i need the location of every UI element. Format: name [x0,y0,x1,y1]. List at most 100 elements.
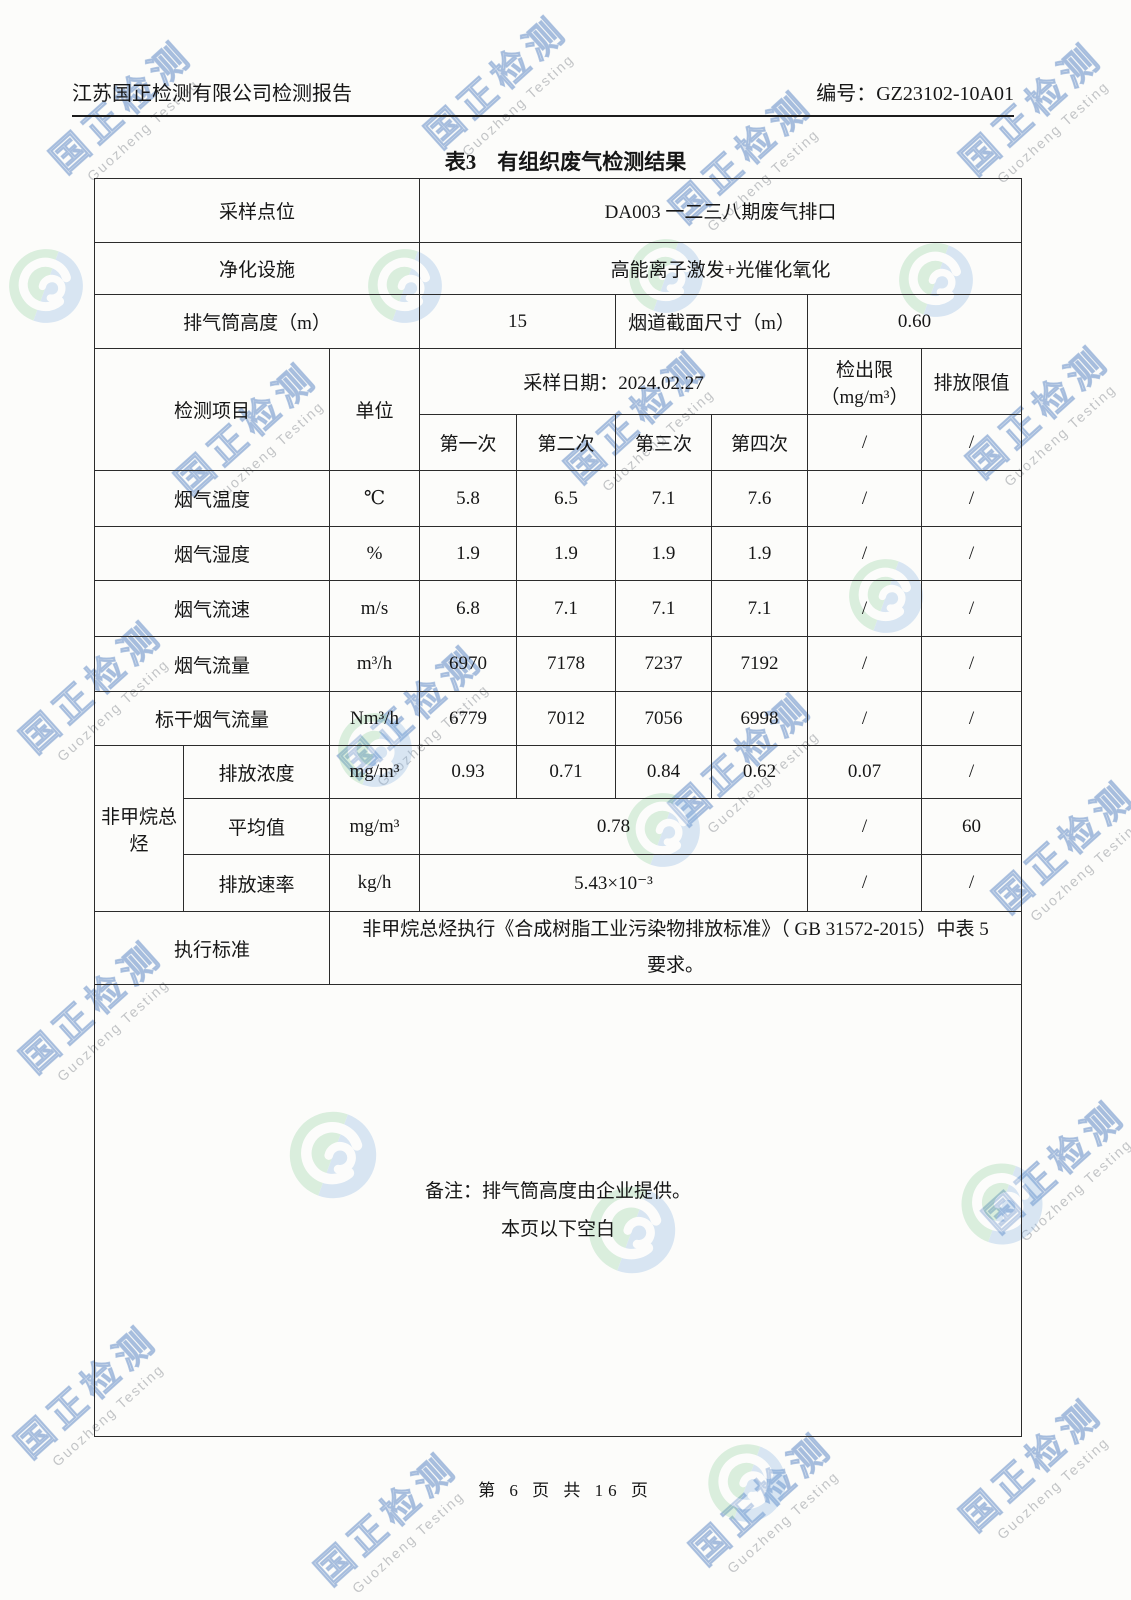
table-row-flow: 烟气流量 m³/h 6970 7178 7237 7192 / / [94,636,1022,692]
detection-limit-cell: / [807,691,922,746]
merged-value-cell: 0.78 [419,798,808,855]
sampling-point-label-cell: 采样点位 [94,178,420,243]
row-unit-cell: m/s [329,580,420,637]
emission-limit-cell: / [921,691,1022,746]
detection-limit-cell: / [807,854,922,912]
sub-label-cell: 排放浓度 [183,745,330,799]
emission-limit-cell: / [921,470,1022,527]
standard-text-cell: 非甲烷总烃执行《合成树脂工业污染物排放标准》（ GB 31572-2015）中表… [329,911,1022,985]
table-row-notes: 备注：排气筒高度由企业提供。 本页以下空白 [94,984,1022,1437]
emission-limit-cell: / [921,745,1022,799]
row-label-cell: 标干烟气流量 [94,691,330,746]
row-unit-cell: m³/h [329,636,420,692]
value-cell: 6.8 [419,580,517,637]
detection-limit-cell: / [807,580,922,637]
purification-value-cell: 高能离子激发+光催化氧化 [419,242,1022,295]
page-number: 第 6 页 共 16 页 [478,1481,653,1500]
emission-limit-cell: / [921,526,1022,581]
sampling-date-cell: 采样日期：2024.02.27 [419,348,808,415]
detection-limit-cell: / [807,526,922,581]
row-unit-cell: kg/h [329,854,420,912]
detection-limit-slash-cell: / [807,414,922,471]
value-cell: 6998 [711,691,808,746]
table-row-standard: 执行标准 非甲烷总烃执行《合成树脂工业污染物排放标准》（ GB 31572-20… [94,911,1022,985]
stack-height-label-cell: 排气筒高度（m） [94,294,420,349]
detection-limit-cell: 0.07 [807,745,922,799]
company-report-title: 江苏国正检测有限公司检测报告 [72,83,352,105]
row-label-cell: 烟气温度 [94,470,330,527]
row-unit-cell: % [329,526,420,581]
detection-limit-cell: / [807,798,922,855]
table-row-header-upper: 检测项目 单位 采样日期：2024.02.27 检出限 （mg/m³） 排放限值 [94,348,1022,471]
emission-limit-slash-cell: / [921,414,1022,471]
run-1-header-cell: 第一次 [419,414,517,471]
duct-size-label-cell: 烟道截面尺寸（m） [615,294,808,349]
page-title: 表3 有组织废气检测结果 [444,150,687,174]
value-cell: 0.71 [516,745,616,799]
run-4-header-cell: 第四次 [711,414,808,471]
row-unit-cell: ℃ [329,470,420,527]
sampling-point-value-cell: DA003 一二三八期废气排口 [419,178,1022,243]
value-cell: 1.9 [516,526,616,581]
emission-limit-cell: / [921,636,1022,692]
value-cell: 7.6 [711,470,808,527]
value-cell: 5.8 [419,470,517,527]
unit-label-cell: 单位 [329,348,420,471]
sub-label-cell: 排放速率 [183,854,330,912]
detection-limit-cell: / [807,470,922,527]
table-row-temperature: 烟气温度 ℃ 5.8 6.5 7.1 7.6 / / [94,470,1022,527]
notes-cell: 备注：排气筒高度由企业提供。 本页以下空白 [94,984,1022,1437]
value-cell: 6.5 [516,470,616,527]
duct-size-value-cell: 0.60 [807,294,1022,349]
table-row-dry-flow: 标干烟气流量 Nm³/h 6779 7012 7056 6998 / / [94,691,1022,746]
table-row-velocity: 烟气流速 m/s 6.8 7.1 7.1 7.1 / / [94,580,1022,637]
value-cell: 7056 [615,691,712,746]
value-cell: 7012 [516,691,616,746]
value-cell: 6779 [419,691,517,746]
row-unit-cell: Nm³/h [329,691,420,746]
value-cell: 1.9 [419,526,517,581]
table-row-nmhc-average: 平均值 mg/m³ 0.78 / 60 [95,798,1022,855]
row-label-cell: 烟气湿度 [94,526,330,581]
value-cell: 7.1 [615,580,712,637]
group-label-cell: 非甲烷总烃 [94,745,184,912]
value-cell: 1.9 [615,526,712,581]
merged-value-cell: 5.43×10⁻³ [419,854,808,912]
report-number: 编号：GZ23102-10A01 [816,83,1014,105]
detection-limit-header-cell: 检出限 （mg/m³） [807,348,922,415]
table-row-sampling-point: 采样点位 DA003 一二三八期废气排口 [94,178,1022,243]
row-unit-cell: mg/m³ [329,798,420,855]
table-row-humidity: 烟气湿度 % 1.9 1.9 1.9 1.9 / / [94,526,1022,581]
value-cell: 7.1 [711,580,808,637]
run-3-header-cell: 第三次 [615,414,712,471]
item-label-cell: 检测项目 [94,348,330,471]
value-cell: 7178 [516,636,616,692]
row-label-cell: 烟气流速 [94,580,330,637]
row-label-cell: 烟气流量 [94,636,330,692]
standard-label-cell: 执行标准 [94,911,330,985]
emission-limit-header-cell: 排放限值 [921,348,1022,415]
table-row-nmhc-concentration: 非甲烷总烃 排放浓度 mg/m³ 0.93 0.71 0.84 0.62 0.0… [94,745,1022,912]
table-row-purification: 净化设施 高能离子激发+光催化氧化 [94,242,1022,295]
document-header: 江苏国正检测有限公司检测报告 编号：GZ23102-10A01 [72,80,1014,117]
detection-limit-cell: / [807,636,922,692]
note-line-2: 本页以下空白 [500,1218,615,1240]
emission-limit-cell: 60 [921,798,1022,855]
value-cell: 7192 [711,636,808,692]
value-cell: 0.93 [419,745,517,799]
value-cell: 1.9 [711,526,808,581]
value-cell: 6970 [419,636,517,692]
table-row-nmhc-rate: 排放速率 kg/h 5.43×10⁻³ / / [95,854,1022,912]
emission-limit-cell: / [921,580,1022,637]
run-2-header-cell: 第二次 [516,414,616,471]
table-row-stack: 排气筒高度（m） 15 烟道截面尺寸（m） 0.60 [94,294,1022,349]
value-cell: 0.84 [615,745,712,799]
row-unit-cell: mg/m³ [329,745,420,799]
note-line-1: 备注：排气筒高度由企业提供。 [424,1180,691,1202]
value-cell: 7.1 [615,470,712,527]
value-cell: 7.1 [516,580,616,637]
stack-height-value-cell: 15 [419,294,616,349]
sub-label-cell: 平均值 [183,798,330,855]
